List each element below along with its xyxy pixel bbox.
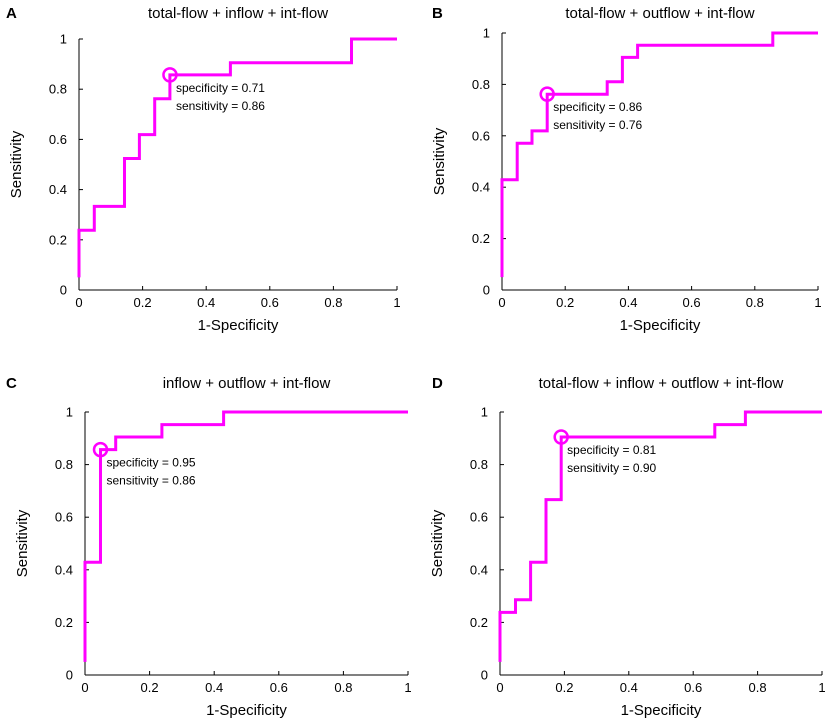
x-tick-label: 1 (814, 295, 821, 310)
roc-curve (83, 410, 408, 662)
x-tick-label: 0 (81, 680, 88, 695)
panel-letter: D (432, 375, 443, 392)
x-axis-label: 1-Specificity (620, 317, 701, 334)
sensitivity-annotation: sensitivity = 0.76 (553, 118, 642, 132)
panel-letter: B (432, 5, 443, 22)
y-tick-label: 0.6 (49, 132, 67, 147)
roc-curve (498, 410, 822, 662)
x-tick-label: 0 (498, 295, 505, 310)
y-tick-label: 0 (66, 668, 73, 683)
x-tick-label: 0.8 (334, 680, 352, 695)
y-tick-label: 0.2 (470, 615, 488, 630)
sensitivity-annotation: sensitivity = 0.86 (107, 474, 196, 488)
x-tick-label: 0.6 (261, 295, 279, 310)
y-axis-label: Sensitivity (14, 509, 31, 577)
y-tick-label: 0.8 (55, 457, 73, 472)
y-tick-label: 0.8 (470, 457, 488, 472)
plot-title: total-flow + inflow + outflow + int-flow (539, 375, 784, 392)
y-tick-label: 0.4 (49, 182, 67, 197)
x-tick-label: 0.2 (556, 295, 574, 310)
y-tick-label: 0.2 (472, 231, 490, 246)
specificity-annotation: specificity = 0.86 (553, 100, 642, 114)
panel-letter: C (6, 375, 17, 392)
y-tick-label: 0 (481, 668, 488, 683)
x-tick-label: 0.8 (746, 295, 764, 310)
specificity-annotation: specificity = 0.81 (567, 443, 656, 457)
x-tick-label: 1 (818, 680, 825, 695)
plot-title: total-flow + inflow + int-flow (148, 5, 328, 22)
x-axis-label: 1-Specificity (198, 317, 279, 334)
x-tick-label: 0.4 (205, 680, 223, 695)
y-tick-label: 0.2 (49, 232, 67, 247)
x-tick-label: 0 (75, 295, 82, 310)
roc-curve (77, 37, 397, 278)
x-axis-label: 1-Specificity (621, 702, 702, 719)
operating-point-marker (539, 86, 555, 102)
y-tick-label: 0.6 (472, 128, 490, 143)
panel-letter: A (6, 5, 17, 22)
operating-point-marker (162, 67, 178, 83)
y-tick-label: 1 (483, 26, 490, 41)
y-tick-label: 0.2 (55, 615, 73, 630)
x-tick-label: 0.2 (555, 680, 573, 695)
y-tick-label: 0.4 (470, 562, 488, 577)
x-tick-label: 0.6 (683, 295, 701, 310)
x-tick-label: 0.8 (324, 295, 342, 310)
sensitivity-annotation: sensitivity = 0.90 (567, 461, 656, 475)
y-tick-label: 0.8 (472, 77, 490, 92)
x-tick-label: 0.2 (141, 680, 159, 695)
y-tick-label: 0.4 (472, 180, 490, 195)
x-tick-label: 0.4 (620, 680, 638, 695)
y-tick-label: 0.8 (49, 82, 67, 97)
sensitivity-annotation: sensitivity = 0.86 (176, 99, 265, 113)
y-axis-label: Sensitivity (429, 509, 446, 577)
x-tick-label: 0.8 (749, 680, 767, 695)
specificity-annotation: specificity = 0.95 (107, 456, 196, 470)
x-tick-label: 0.6 (270, 680, 288, 695)
y-tick-label: 0.6 (55, 510, 73, 525)
operating-point-marker (92, 441, 109, 458)
plot-title: inflow + outflow + int-flow (163, 375, 331, 392)
x-tick-label: 1 (404, 680, 411, 695)
y-tick-label: 1 (66, 405, 73, 420)
roc-curve (500, 31, 818, 278)
y-tick-label: 1 (481, 405, 488, 420)
x-tick-label: 0 (496, 680, 503, 695)
operating-point-marker (553, 429, 569, 445)
y-tick-label: 0 (483, 283, 490, 298)
x-tick-label: 0.4 (197, 295, 215, 310)
x-tick-label: 0.2 (134, 295, 152, 310)
y-tick-label: 0.4 (55, 562, 73, 577)
x-tick-label: 1 (393, 295, 400, 310)
y-tick-label: 0 (60, 283, 67, 298)
specificity-annotation: specificity = 0.71 (176, 81, 265, 95)
x-axis-label: 1-Specificity (206, 702, 287, 719)
y-axis-label: Sensitivity (8, 130, 25, 198)
x-tick-label: 0.4 (619, 295, 637, 310)
y-axis-label: Sensitivity (431, 127, 448, 195)
y-tick-label: 1 (60, 32, 67, 47)
x-tick-label: 0.6 (684, 680, 702, 695)
plot-title: total-flow + outflow + int-flow (565, 5, 754, 22)
y-tick-label: 0.6 (470, 510, 488, 525)
